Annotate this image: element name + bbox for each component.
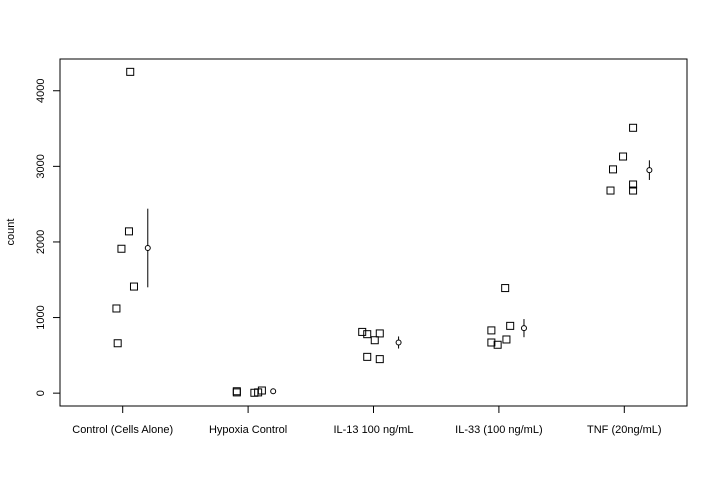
data-point [370, 336, 379, 345]
group-1 [112, 67, 151, 348]
group-4 [487, 284, 527, 349]
data-point [363, 330, 372, 339]
data-point [609, 165, 618, 174]
data-point [375, 329, 384, 338]
data-point [117, 244, 126, 253]
data-point [129, 282, 138, 291]
data-point [629, 180, 638, 189]
data-point [619, 152, 628, 161]
x-tick-label: Control (Cells Alone) [72, 424, 173, 436]
data-point [112, 304, 121, 313]
data-marks [112, 67, 653, 397]
x-tick-label: IL-33 (100 ng/mL) [455, 424, 542, 436]
y-axis-title: count [5, 219, 17, 246]
data-point [506, 321, 515, 330]
data-point [232, 387, 241, 396]
group-2 [232, 386, 277, 397]
data-point [606, 186, 615, 195]
data-point [487, 326, 496, 335]
y-tick-label: 2000 [35, 230, 47, 254]
group-5 [606, 123, 653, 195]
y-tick-label: 0 [35, 390, 47, 396]
y-tick-label: 1000 [35, 305, 47, 329]
data-point [358, 327, 367, 336]
y-tick-label: 4000 [35, 79, 47, 103]
data-point [501, 284, 510, 293]
mean-point [520, 325, 527, 332]
y-axis: 0 1000 2000 3000 4000 [35, 79, 61, 396]
data-point [502, 335, 511, 344]
x-tick-label: IL-13 100 ng/mL [333, 424, 413, 436]
data-point [257, 386, 266, 395]
data-point [487, 338, 496, 347]
mean-point [395, 339, 402, 346]
data-point [124, 227, 133, 236]
data-point [126, 67, 135, 76]
mean-point [144, 244, 151, 251]
mean-point [270, 388, 277, 395]
data-point [629, 123, 638, 132]
x-axis: Control (Cells Alone) Hypoxia Control IL-1… [72, 405, 662, 436]
data-point [493, 340, 502, 349]
x-tick-label: TNF (20ng/mL) [587, 424, 662, 436]
group-3 [358, 327, 402, 364]
x-tick-label: Hypoxia Control [209, 424, 287, 436]
y-tick-label: 3000 [35, 154, 47, 178]
data-point [375, 355, 384, 364]
data-point [113, 339, 122, 348]
mean-point [646, 167, 653, 174]
data-point [629, 186, 638, 195]
data-point [363, 352, 372, 361]
